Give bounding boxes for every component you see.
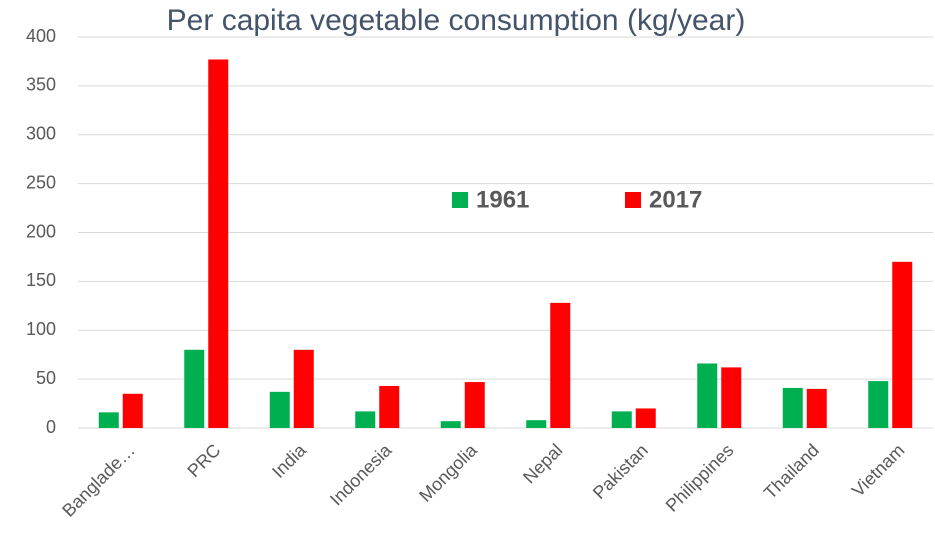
x-tick-label: Nepal bbox=[519, 440, 566, 487]
y-tick-label: 150 bbox=[26, 270, 56, 290]
bar bbox=[269, 391, 290, 428]
legend-label: 1961 bbox=[476, 186, 529, 213]
bar bbox=[721, 367, 742, 428]
y-tick-label: 0 bbox=[46, 417, 56, 437]
bar bbox=[892, 261, 913, 428]
x-tick-label: Mongolia bbox=[415, 439, 481, 505]
bar bbox=[697, 363, 718, 428]
bar bbox=[379, 385, 400, 428]
bar bbox=[611, 411, 632, 428]
bar bbox=[208, 59, 229, 429]
bar bbox=[98, 412, 119, 428]
x-tick-label: Philippines bbox=[662, 440, 738, 516]
bar bbox=[550, 302, 571, 428]
bar bbox=[868, 381, 889, 428]
bar bbox=[122, 393, 143, 428]
y-tick-label: 400 bbox=[26, 26, 56, 46]
bar bbox=[806, 388, 827, 428]
bar bbox=[184, 349, 205, 428]
bar bbox=[526, 420, 547, 428]
chart-title: Per capita vegetable consumption (kg/yea… bbox=[167, 4, 746, 37]
x-tick-label: Banglade… bbox=[58, 440, 139, 521]
y-tick-label: 300 bbox=[26, 124, 56, 144]
y-tick-label: 250 bbox=[26, 172, 56, 192]
legend-swatch bbox=[625, 192, 641, 208]
bar bbox=[440, 421, 461, 428]
legend-label: 2017 bbox=[649, 186, 702, 213]
x-tick-label: PRC bbox=[183, 440, 224, 481]
bar bbox=[464, 382, 485, 428]
bar bbox=[293, 349, 314, 428]
y-tick-label: 350 bbox=[26, 75, 56, 95]
x-tick-label: Thailand bbox=[760, 440, 823, 503]
legend-swatch bbox=[452, 192, 468, 208]
y-tick-label: 200 bbox=[26, 221, 56, 241]
y-tick-label: 100 bbox=[26, 319, 56, 339]
bar bbox=[635, 408, 656, 428]
x-tick-label: India bbox=[268, 439, 310, 481]
y-tick-label: 50 bbox=[36, 368, 56, 388]
x-tick-label: Pakistan bbox=[589, 440, 652, 503]
x-tick-label: Vietnam bbox=[848, 440, 909, 501]
bar bbox=[355, 411, 376, 428]
x-tick-label: Indonesia bbox=[326, 439, 396, 509]
bar bbox=[782, 387, 803, 428]
